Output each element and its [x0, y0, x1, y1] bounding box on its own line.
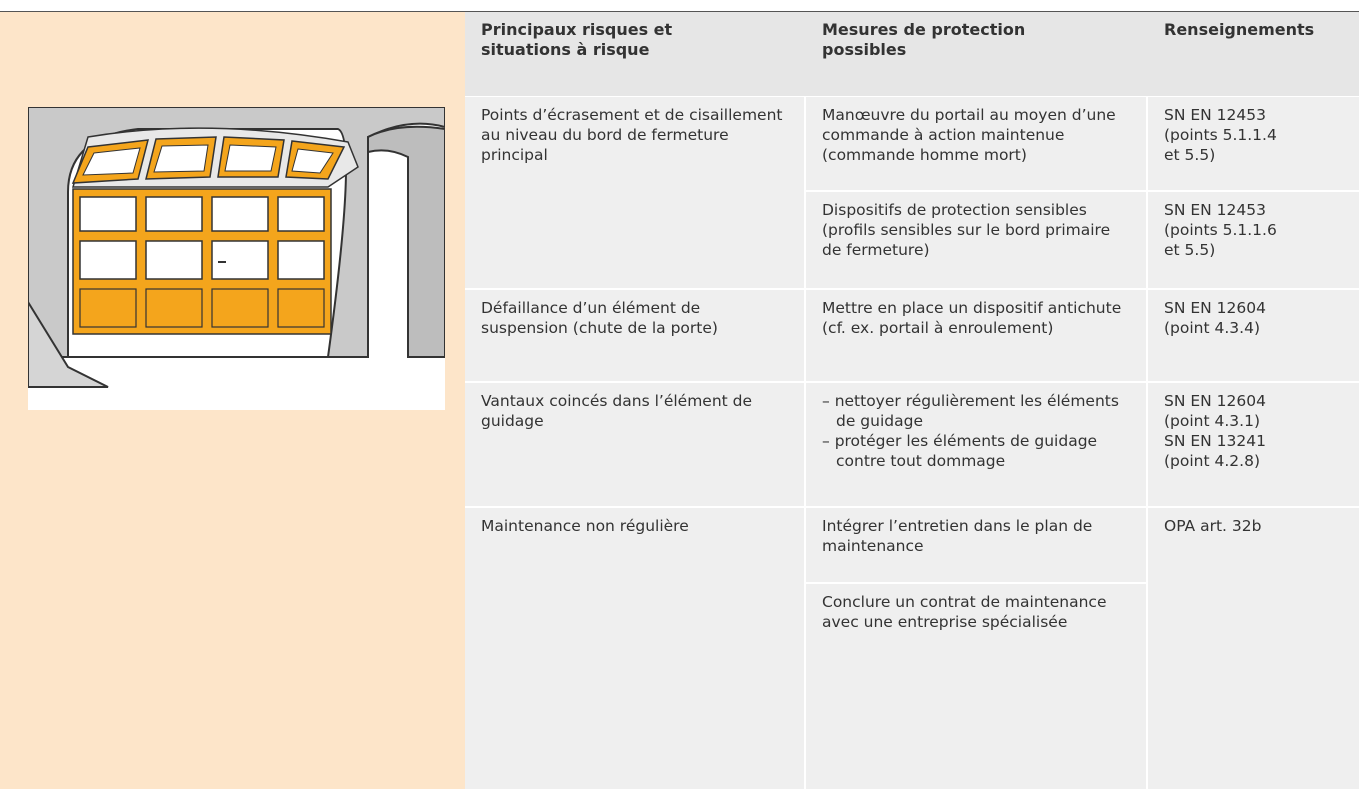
- table-cell: nettoyer régulièrement les éléments de g…: [806, 383, 1146, 506]
- reference-line: et 5.5): [1164, 241, 1216, 259]
- reference-line: (point 4.2.8): [1164, 452, 1260, 470]
- reference-line: SN EN 12604: [1164, 299, 1266, 317]
- reference-line: (points 5.1.1.4: [1164, 126, 1277, 144]
- garage-illustration: [28, 107, 445, 410]
- measure-item: nettoyer régulièrement les éléments de g…: [822, 391, 1130, 431]
- header-cell: Mesures de protection possibles: [822, 20, 1026, 59]
- header-bg: [465, 12, 1359, 96]
- risk-text: Points d’écrasement et de cisaillement a…: [481, 106, 783, 164]
- reference-line: et 5.5): [1164, 146, 1216, 164]
- measure-item: protéger les éléments de guidage contre …: [822, 431, 1130, 471]
- table-cell: SN EN 12604 (point 4.3.4): [1148, 290, 1359, 381]
- reference-line: SN EN 12453: [1164, 201, 1266, 219]
- table-cell: Défaillance d’un élément de suspension (…: [465, 290, 804, 381]
- table-cell: Maintenance non régulière: [465, 508, 804, 789]
- table-cell: Points d’écrasement et de cisaillement a…: [465, 97, 804, 288]
- reference-line: (point 4.3.4): [1164, 319, 1260, 337]
- table-cell: Vantaux coincés dans l’élément de guidag…: [465, 383, 804, 506]
- risk-text: Défaillance d’un élément de suspension (…: [481, 299, 718, 337]
- header-cell: Renseignements: [1164, 20, 1315, 39]
- header-cell: Principaux risques et situations à risqu…: [481, 20, 673, 59]
- table-cell: OPA art. 32b: [1148, 508, 1359, 789]
- risk-text: Vantaux coincés dans l’élément de guidag…: [481, 392, 753, 430]
- table-cell: Conclure un contrat de maintenance avec …: [806, 584, 1146, 789]
- table-cell: SN EN 12453 (points 5.1.1.6 et 5.5): [1148, 192, 1359, 288]
- table-cell: Intégrer l’entretien dans le plan de mai…: [806, 508, 1146, 582]
- reference-line: SN EN 13241: [1164, 432, 1266, 450]
- table-cell: Manœuvre du portail au moyen d’une comma…: [806, 97, 1146, 190]
- reference-line: SN EN 12604: [1164, 392, 1266, 410]
- measure-text: Conclure un contrat de maintenance avec …: [822, 593, 1107, 631]
- top-rule: [0, 11, 1359, 12]
- table-cell: SN EN 12453 (points 5.1.1.4 et 5.5): [1148, 97, 1359, 190]
- risk-text: Maintenance non régulière: [481, 517, 689, 535]
- measure-text: Mettre en place un dispositif antichute …: [822, 299, 1122, 337]
- reference-line: (point 4.3.1): [1164, 412, 1260, 430]
- reference-line: (points 5.1.1.6: [1164, 221, 1277, 239]
- table-cell: Dispositifs de protection sensibles (pro…: [806, 192, 1146, 288]
- measure-text: Dispositifs de protection sensibles (pro…: [822, 201, 1111, 259]
- measure-text: Manœuvre du portail au moyen d’une comma…: [822, 106, 1116, 164]
- table-cell: SN EN 12604 (point 4.3.1) SN EN 13241 (poin…: [1148, 383, 1359, 506]
- reference-line: OPA art. 32b: [1164, 517, 1262, 535]
- table-cell: Mettre en place un dispositif antichute …: [806, 290, 1146, 381]
- measure-text: Intégrer l’entretien dans le plan de mai…: [822, 517, 1093, 555]
- reference-line: SN EN 12453: [1164, 106, 1266, 124]
